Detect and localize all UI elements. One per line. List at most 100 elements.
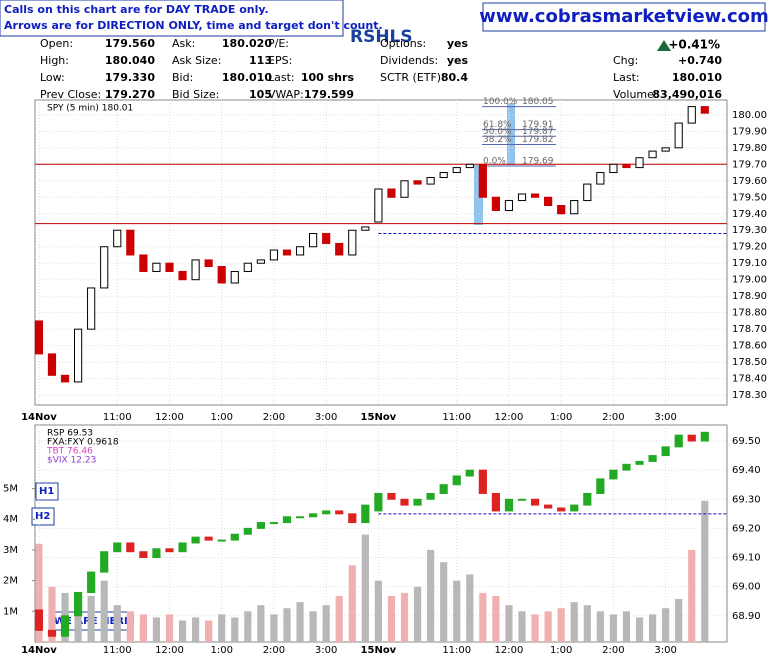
y-tick-label: 179.90	[732, 126, 767, 137]
x-tick-label: 2:00	[263, 412, 285, 423]
y-tick-label: 68.90	[732, 611, 761, 622]
candle-body	[530, 498, 540, 506]
quote-label: Low:	[40, 71, 65, 84]
candle-body	[322, 233, 331, 244]
volume-bar	[361, 534, 369, 642]
candle-body	[661, 147, 670, 152]
candle-body	[348, 513, 357, 524]
y2-tick-label: 2M	[3, 576, 18, 587]
candle-body	[139, 254, 148, 272]
h2-label: H2	[35, 511, 50, 522]
y-tick-label: 69.30	[732, 494, 761, 505]
x-tick-label: 2:00	[602, 412, 624, 423]
candle-body	[269, 249, 279, 261]
volume-bar	[675, 599, 683, 642]
y2-tick-label: 3M	[3, 545, 18, 556]
y2-tick-label: 5M	[3, 484, 18, 495]
candle-body	[178, 542, 187, 553]
candle-body	[557, 507, 566, 512]
candle-body	[400, 498, 409, 506]
quote-value: +0.740	[677, 54, 722, 67]
candle-body	[583, 492, 592, 506]
candle-body	[217, 266, 226, 284]
website: www.cobrasmarketview.com	[479, 6, 769, 27]
candle-body	[100, 246, 109, 289]
y-tick-label: 69.00	[732, 582, 761, 593]
volume-bar	[296, 602, 304, 642]
candle-body	[700, 106, 709, 114]
candle-body	[609, 469, 618, 480]
candle-body	[648, 150, 657, 159]
x-tick-label: 14Nov	[21, 645, 57, 656]
fib-value: 179.82	[522, 135, 554, 145]
candle-body	[570, 504, 579, 512]
quote-label: EPS:	[268, 54, 293, 67]
candle-body	[87, 287, 96, 330]
candle-body	[361, 226, 370, 231]
volume-bar	[701, 500, 709, 642]
legend-entry: $VIX 12.23	[47, 456, 96, 466]
y-tick-label: 180.00	[732, 110, 767, 121]
y-tick-label: 178.50	[732, 357, 767, 368]
candle-body	[687, 106, 696, 124]
y-tick-label: 179.00	[732, 275, 767, 286]
candle-body	[217, 539, 226, 542]
quote-label: Last:	[613, 71, 640, 84]
quote-label: P/E:	[268, 37, 289, 50]
candle-body	[517, 498, 527, 501]
candle-body	[426, 176, 435, 185]
candle-body	[87, 571, 96, 593]
x-tick-label: 11:00	[103, 645, 132, 656]
candle-body	[452, 167, 461, 174]
x-tick-label: 15Nov	[361, 412, 397, 423]
volume-bar	[74, 599, 82, 642]
x-tick-label: 3:00	[315, 645, 337, 656]
quote-value: 179.599	[303, 88, 354, 101]
quote-label: VWAP:	[268, 88, 304, 101]
quote-label: Bid:	[172, 71, 194, 84]
quote-value: 83,490,016	[652, 88, 722, 101]
y2-tick-label: 4M	[3, 514, 18, 525]
y-tick-label: 69.20	[732, 523, 761, 534]
quote-value: 105	[249, 88, 272, 101]
candle-body	[243, 262, 252, 272]
candle-body	[243, 527, 252, 535]
candle-body	[348, 229, 357, 256]
volume-bar	[453, 580, 461, 642]
candle-body	[596, 478, 605, 494]
volume-bar	[400, 592, 409, 642]
candle-body	[256, 522, 265, 529]
candle-body	[596, 172, 605, 185]
fib-highlight	[507, 103, 515, 165]
volume-bar	[165, 614, 174, 642]
candle-body	[674, 434, 683, 448]
candle-body	[544, 196, 553, 207]
candle-body	[60, 615, 70, 637]
candle-body	[622, 163, 631, 169]
volume-bar	[231, 617, 239, 642]
h1-label: H1	[39, 486, 54, 497]
quote-label: Ask Size:	[172, 54, 222, 67]
quote-value: yes	[446, 37, 468, 50]
y-tick-label: 178.30	[732, 390, 767, 401]
volume-bar	[35, 543, 43, 642]
fib-label: 38.2%	[483, 135, 512, 145]
candle-body	[609, 163, 618, 174]
candle-body	[570, 200, 579, 215]
x-tick-label: 1:00	[210, 645, 232, 656]
candle-body	[165, 262, 174, 272]
volume-bar	[100, 580, 108, 642]
quote-value: 180.010	[671, 71, 722, 84]
candle-body	[491, 492, 500, 512]
volume-bar	[48, 586, 56, 642]
candle-body	[504, 200, 514, 211]
y2-tick-label: 1M	[3, 606, 18, 617]
y-tick-label: 69.40	[732, 465, 761, 476]
candle-body	[191, 259, 200, 281]
volume-bar	[648, 614, 657, 642]
candle-body	[465, 469, 474, 477]
candle-body	[413, 180, 422, 185]
quote-label: Open:	[40, 37, 74, 50]
y-tick-label: 179.10	[732, 258, 767, 269]
candle-body	[700, 431, 709, 442]
